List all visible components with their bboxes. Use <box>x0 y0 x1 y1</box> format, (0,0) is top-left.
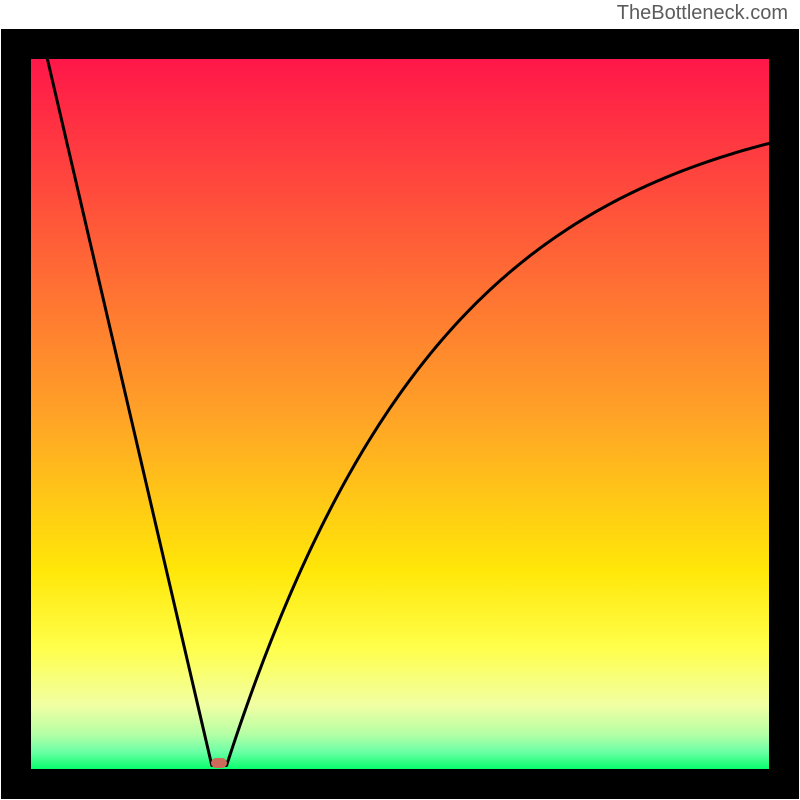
watermark-text: TheBottleneck.com <box>617 2 788 25</box>
bottleneck-curve <box>46 59 769 765</box>
chart-container: TheBottleneck.com <box>0 0 800 800</box>
curve-layer <box>31 59 769 769</box>
optimal-point-marker <box>211 758 227 768</box>
